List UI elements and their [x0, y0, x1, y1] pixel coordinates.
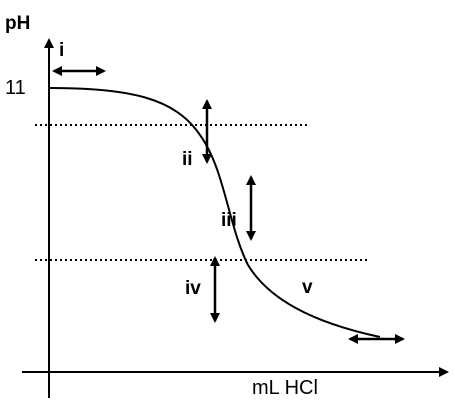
annotation-label-iv: iv [185, 278, 201, 299]
x-axis-label: mL HCl [252, 377, 318, 399]
titration-curve [49, 87, 381, 338]
annotation-label-v: v [302, 277, 313, 298]
annotation-label-iii: iii [221, 210, 237, 231]
annotation-label-ii: ii [182, 149, 193, 170]
y-axis-label: pH [5, 13, 30, 34]
y-tick-label: 11 [5, 77, 26, 99]
annotation-label-i: i [59, 40, 64, 61]
